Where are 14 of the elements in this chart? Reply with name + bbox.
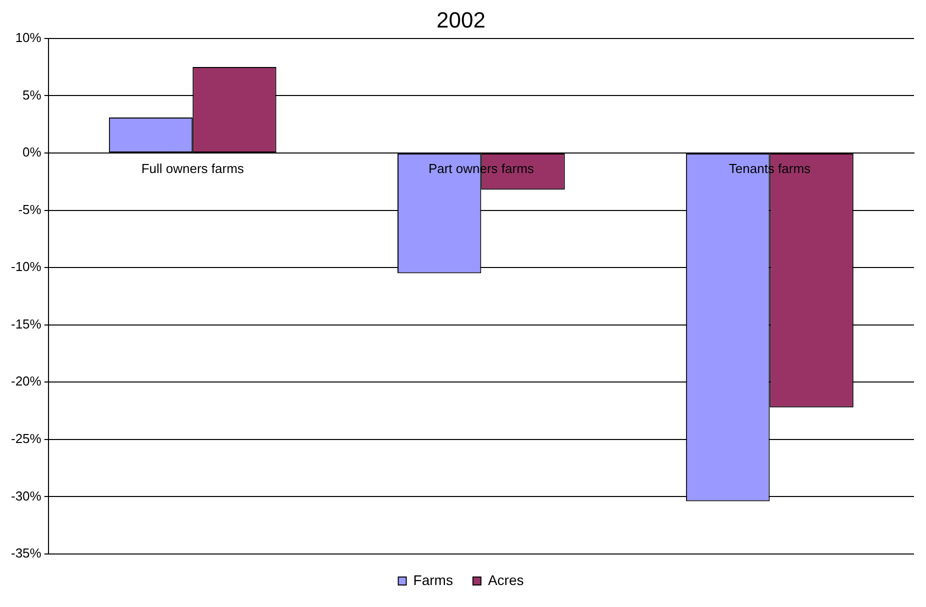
y-tick-label: 0% xyxy=(22,144,42,160)
x-tick-label: Full owners farms xyxy=(141,161,244,176)
y-tick-label: -25% xyxy=(10,431,42,446)
chart-title: 2002 xyxy=(436,7,486,32)
legend-label: Acres xyxy=(488,572,524,588)
y-tick-label: -10% xyxy=(10,259,42,274)
legend-label: Farms xyxy=(413,572,453,588)
y-tick-label: -5% xyxy=(18,202,42,217)
y-tick-label: -35% xyxy=(10,546,42,561)
y-tick-label: 10% xyxy=(15,30,42,45)
y-tick-label: -15% xyxy=(10,316,42,332)
y-tick-label: 5% xyxy=(22,87,42,102)
y-tick-label: -20% xyxy=(10,374,42,389)
y-tick-label: -30% xyxy=(10,488,42,504)
